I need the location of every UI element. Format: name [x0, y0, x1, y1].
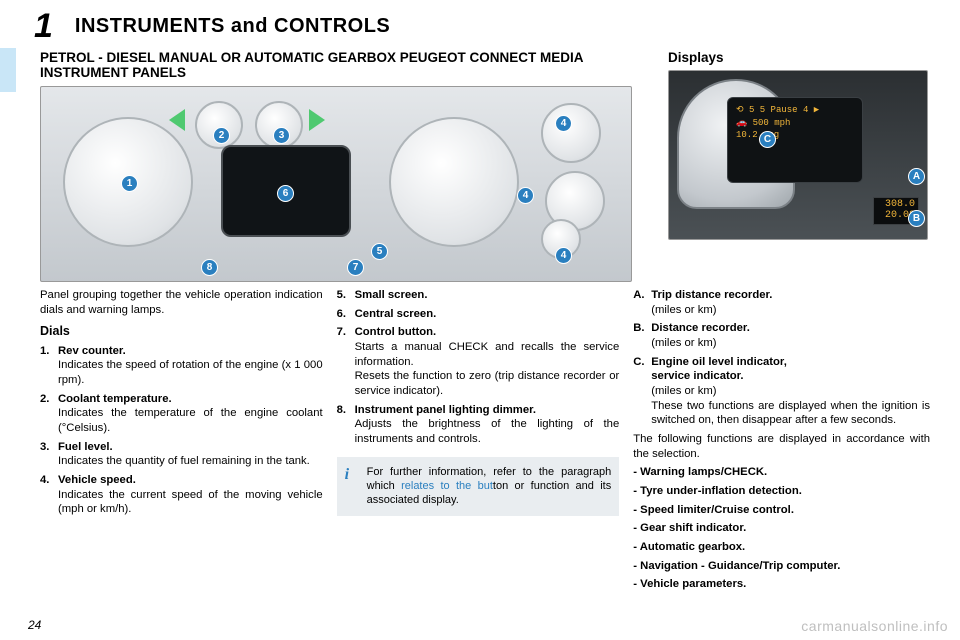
speedometer-gauge	[389, 117, 519, 247]
dials-list: 1.Rev counter.Indicates the speed of rot…	[40, 344, 323, 517]
letter-sub: (miles or km)	[651, 336, 930, 351]
dial-num: 6.	[337, 307, 355, 322]
dial-num: 7.	[337, 325, 355, 340]
dial-desc: Indicates the speed of rotation of the e…	[58, 358, 323, 387]
section-title-right: Displays	[668, 50, 724, 65]
callout-b: B	[908, 210, 925, 227]
letter: A.	[633, 288, 651, 303]
letter: C.	[633, 355, 651, 370]
display-illustration: ⟲ 5 5 Pause 4 ▶ 🚗 500 mph 10.2 mpg 308.0…	[668, 70, 928, 240]
callout-a: A	[908, 168, 925, 185]
dial-label: Central screen.	[355, 308, 437, 320]
function-item: Gear shift indicator.	[633, 521, 930, 536]
letter: B.	[633, 321, 651, 336]
function-item: Warning lamps/CHECK.	[633, 465, 930, 480]
dial-desc: Indicates the quantity of fuel remaining…	[58, 454, 323, 469]
callout-7: 7	[347, 259, 364, 276]
callout-8: 8	[201, 259, 218, 276]
left-indicator-icon	[169, 109, 185, 131]
dial-label: Control button.	[355, 326, 437, 338]
function-item: Navigation - Guidance/Trip computer.	[633, 559, 930, 574]
function-item: Speed limiter/Cruise control.	[633, 503, 930, 518]
letters-list: A.Trip distance recorder. (miles or km) B…	[633, 288, 930, 428]
letter-label: Trip distance recorder.	[651, 289, 772, 301]
callout-c: C	[759, 131, 776, 148]
page-number: 24	[28, 618, 41, 632]
dial-label: Vehicle speed.	[58, 474, 136, 486]
function-item: Vehicle parameters.	[633, 577, 930, 592]
chapter-title: INSTRUMENTS and CONTROLS	[63, 15, 390, 38]
letter-sub: (miles or km)	[651, 303, 930, 318]
dial-num: 8.	[337, 403, 355, 418]
right-indicator-icon	[309, 109, 325, 131]
info-note-text: For further information, refer to the pa…	[367, 466, 612, 507]
function-item: Automatic gearbox.	[633, 540, 930, 555]
callout-5: 5	[371, 243, 388, 260]
watermark: carmanualsonline.info	[801, 618, 948, 634]
dial-desc: Starts a manual CHECK and recalls the se…	[355, 340, 620, 369]
dial-num: 1.	[40, 344, 58, 359]
instrument-panel-illustration: 1 2 3 4 4 4 5 6 7 8	[40, 86, 632, 282]
section-title-left: PETROL - DIESEL MANUAL OR AUTOMATIC GEAR…	[40, 50, 632, 80]
callout-4c: 4	[555, 247, 572, 264]
letter-desc: These two functions are displayed when t…	[651, 399, 930, 428]
dials-list-2: 5.Small screen. 6.Central screen. 7.Cont…	[337, 288, 620, 447]
section-tab	[0, 48, 16, 92]
dial-num: 4.	[40, 473, 58, 488]
accordance-text: The following functions are displayed in…	[633, 432, 930, 461]
display-line-3: 10.2 mpg	[736, 129, 854, 142]
intro-text: Panel grouping together the vehicle oper…	[40, 288, 323, 317]
dial-label: Fuel level.	[58, 441, 113, 453]
letter-label: Distance recorder.	[651, 322, 750, 334]
dial-desc: Indicates the temperature of the engine …	[58, 406, 323, 435]
callout-3: 3	[273, 127, 290, 144]
dial-num: 3.	[40, 440, 58, 455]
display-line-1: ⟲ 5 5 Pause 4 ▶	[736, 104, 854, 117]
display-screen: ⟲ 5 5 Pause 4 ▶ 🚗 500 mph 10.2 mpg	[727, 97, 863, 183]
dial-desc: Adjusts the brightness of the lighting o…	[355, 417, 620, 446]
functions-list: Warning lamps/CHECK. Tyre under-inflatio…	[633, 465, 930, 592]
dial-num: 5.	[337, 288, 355, 303]
dial-num: 2.	[40, 392, 58, 407]
callout-2: 2	[213, 127, 230, 144]
display-line-2: 🚗 500 mph	[736, 117, 854, 130]
info-note: i For further information, refer to the …	[337, 457, 620, 516]
callout-4a: 4	[555, 115, 572, 132]
dial-label: Coolant temperature.	[58, 393, 172, 405]
letter-label: Engine oil level indicator,	[651, 356, 787, 368]
callout-1: 1	[121, 175, 138, 192]
dial-label: Instrument panel lighting dimmer.	[355, 404, 536, 416]
callout-6: 6	[277, 185, 294, 202]
chapter-number: 1	[0, 7, 63, 46]
callout-4b: 4	[517, 187, 534, 204]
letter-label-2: service indicator.	[651, 369, 930, 384]
aux-gauge-1	[541, 103, 601, 163]
dial-label: Rev counter.	[58, 345, 126, 357]
letter-sub: (miles or km)	[651, 384, 930, 399]
dial-label: Small screen.	[355, 289, 428, 301]
odometer-trip: 308.0	[877, 199, 915, 210]
dials-heading: Dials	[40, 323, 323, 339]
dial-desc: Indicates the current speed of the movin…	[58, 488, 323, 517]
function-item: Tyre under-inflation detection.	[633, 484, 930, 499]
dial-desc-2: Resets the function to zero (trip distan…	[355, 369, 620, 398]
info-icon: i	[345, 465, 349, 486]
